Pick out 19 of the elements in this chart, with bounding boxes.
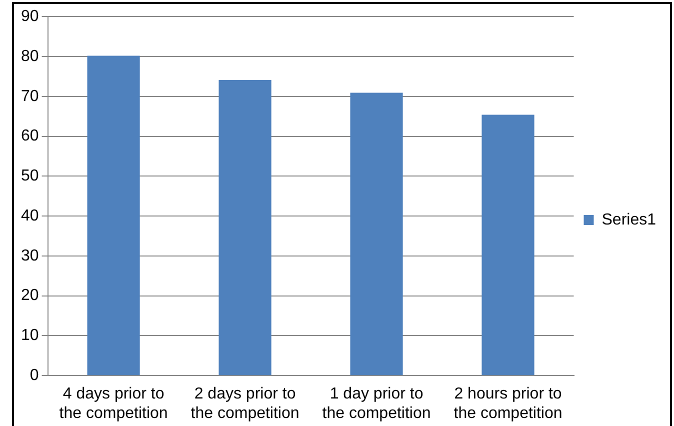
x-tick-label: 2 hours prior to the competition bbox=[454, 386, 562, 422]
y-tick-label: 70 bbox=[21, 88, 39, 105]
y-tick-label: 80 bbox=[21, 48, 39, 65]
y-tick-label: 40 bbox=[21, 207, 39, 224]
y-tick-label: 60 bbox=[21, 128, 39, 145]
x-tick-label: 4 days prior to the competition bbox=[59, 386, 168, 422]
bar bbox=[482, 114, 534, 376]
x-tick-label: 1 day prior to the competition bbox=[322, 386, 431, 422]
bar bbox=[87, 56, 140, 376]
x-tick-label: 2 days prior to the competition bbox=[190, 386, 300, 422]
y-tick-label: 20 bbox=[21, 287, 39, 304]
legend-label: Series1 bbox=[602, 211, 656, 228]
bar bbox=[218, 80, 272, 376]
y-tick-label: 30 bbox=[21, 247, 39, 264]
y-tick-label: 10 bbox=[21, 327, 39, 344]
y-tick-label: 50 bbox=[21, 168, 39, 185]
y-tick-label: 0 bbox=[30, 367, 39, 384]
bar bbox=[350, 92, 403, 376]
y-tick-label: 90 bbox=[21, 8, 39, 26]
